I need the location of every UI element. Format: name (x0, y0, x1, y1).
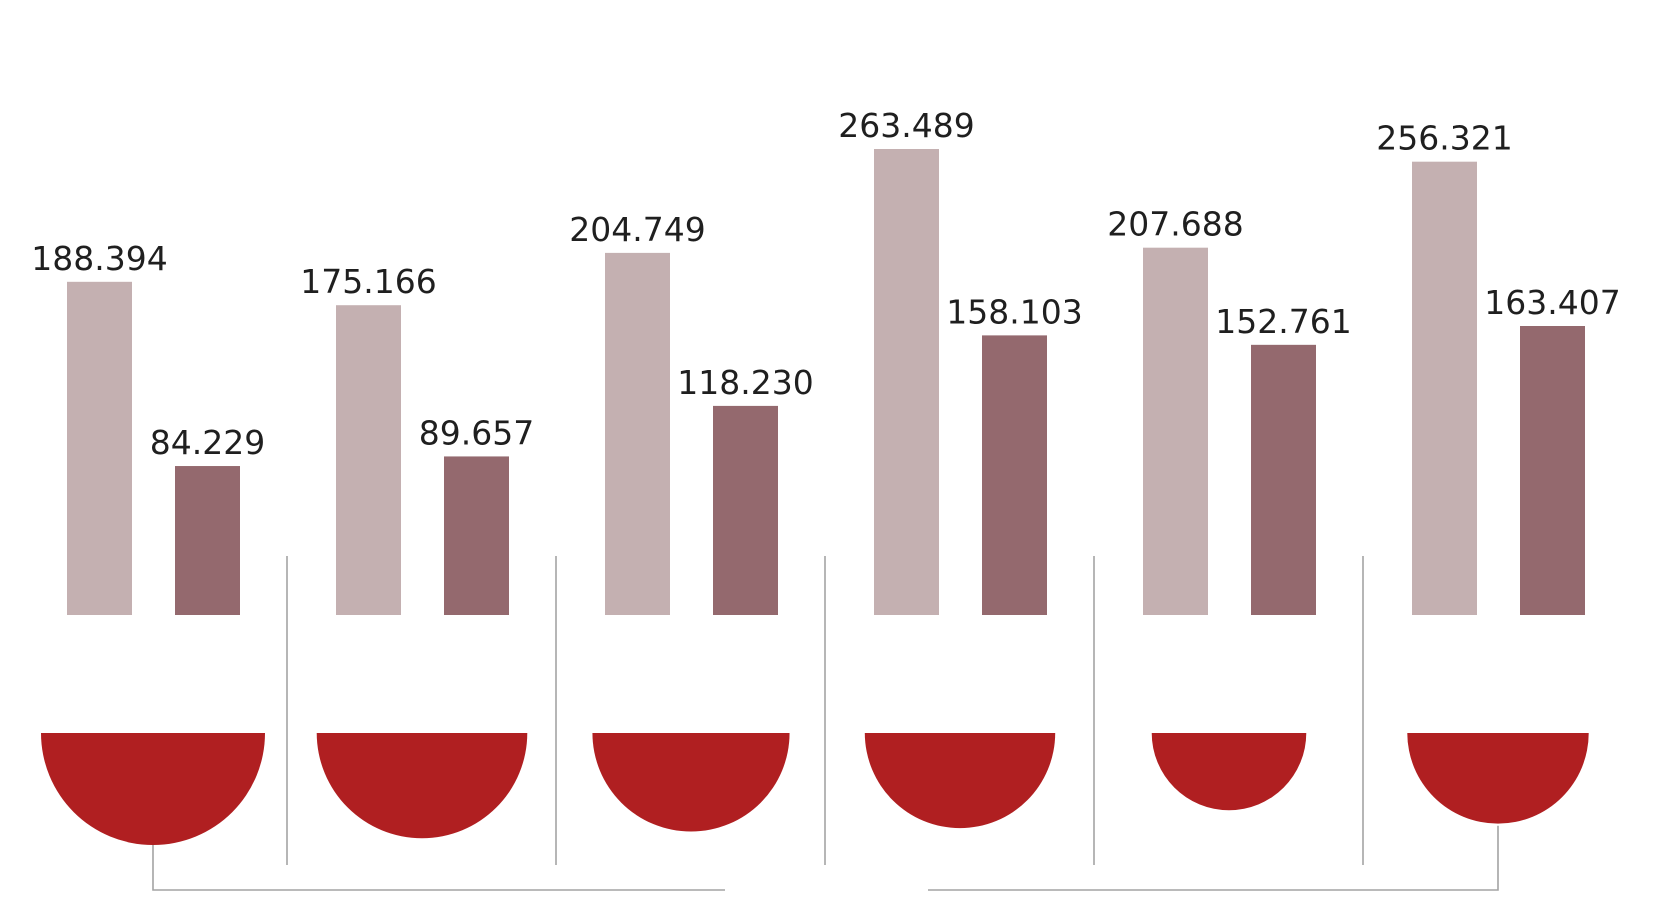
group-separators (286, 556, 1364, 865)
value-label-series2-group6: 163.407 (1484, 283, 1620, 322)
value-label-series1-group6: 256.321 (1376, 119, 1512, 158)
bar-series2-group5 (1251, 344, 1316, 615)
semicircles-layer (41, 733, 1589, 845)
value-label-series2-group3: 118.230 (677, 363, 813, 402)
bar-series1-group5 (1143, 247, 1208, 616)
value-label-series1-group1: 188.394 (31, 239, 167, 278)
bar-series2-group1 (175, 466, 240, 615)
semicircle-group6 (1407, 733, 1589, 824)
value-labels-layer: 188.394 84.229 175.166 89.657 204.749 118.230… (31, 106, 1620, 462)
value-label-series2-group5: 152.761 (1215, 302, 1351, 341)
value-label-series1-group2: 175.166 (300, 262, 436, 301)
bar-series2-group2 (444, 456, 509, 615)
value-label-series1-group4: 263.489 (838, 106, 974, 145)
value-label-series2-group1: 84.229 (150, 423, 265, 462)
bar-series1-group3 (605, 252, 670, 615)
bar-series2-group3 (713, 405, 778, 615)
value-label-series1-group5: 207.688 (1107, 205, 1243, 244)
bottom-brackets (152, 825, 1499, 891)
semicircle-group4 (864, 733, 1056, 829)
value-label-series2-group2: 89.657 (419, 413, 534, 452)
bars-layer (67, 149, 1585, 616)
semicircle-group3 (592, 733, 790, 832)
right-bracket (928, 825, 1499, 891)
semicircle-group5 (1151, 733, 1307, 811)
value-label-series1-group3: 204.749 (569, 210, 705, 249)
bar-series1-group1 (67, 281, 132, 615)
bar-series2-group4 (982, 335, 1047, 615)
bar-series2-group6 (1520, 326, 1585, 615)
semicircle-group1 (41, 733, 265, 845)
semicircle-group2 (316, 733, 528, 839)
bar-series1-group2 (336, 305, 401, 615)
value-label-series2-group4: 158.103 (946, 292, 1082, 331)
bar-series1-group6 (1412, 161, 1477, 616)
left-bracket (152, 845, 725, 891)
bar-series1-group4 (874, 149, 939, 615)
